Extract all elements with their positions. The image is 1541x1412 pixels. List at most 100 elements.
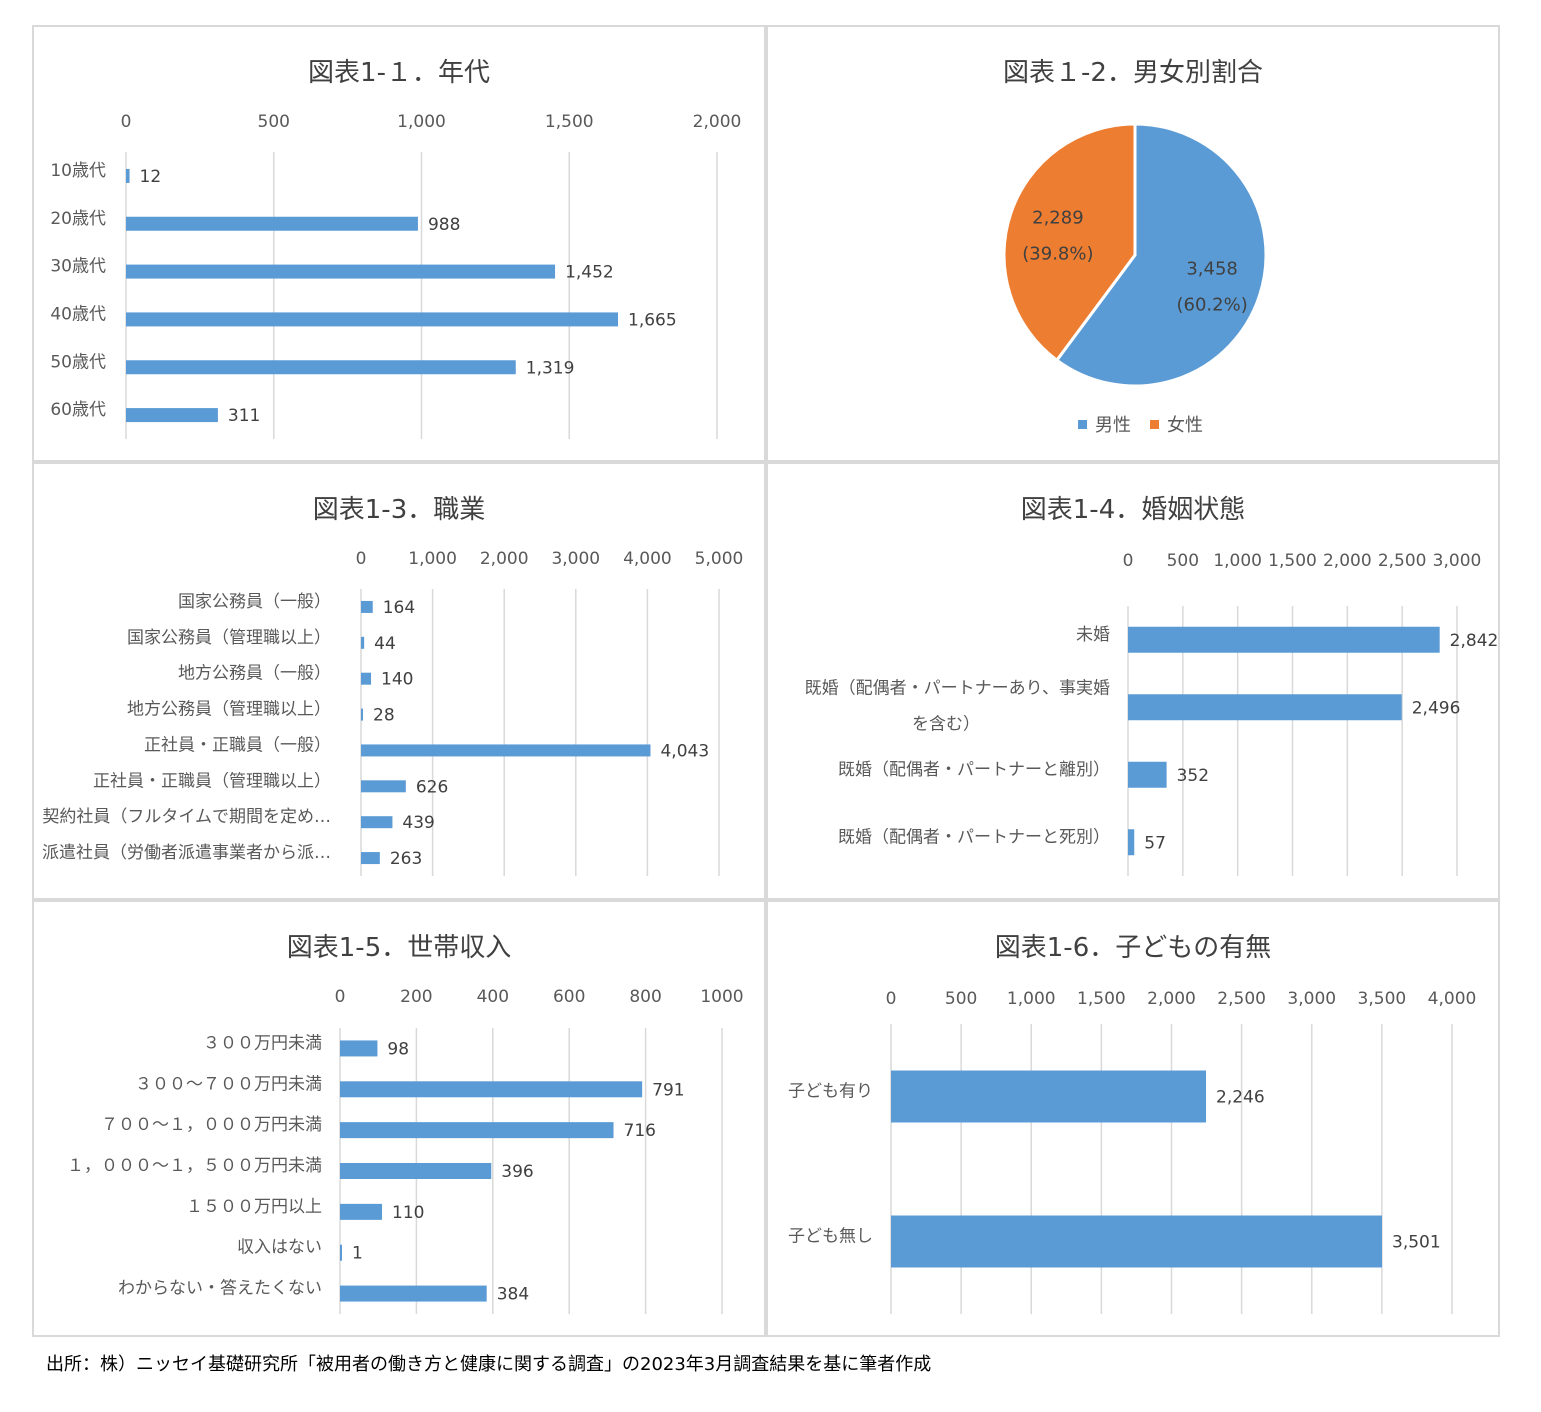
data-label: 98 [387, 1039, 409, 1059]
chart-title: 図表1-6．子どもの有無 [994, 933, 1272, 963]
category-label: 未婚 [1076, 625, 1110, 645]
children-bar-chart: 0 500 1,000 1,500 2,000 2,500 3,000 3,500 4,000 2… [788, 989, 1477, 1314]
slice-value-label: 2,289 [1032, 207, 1084, 228]
category-label: 地方公務員（管理職以上） [127, 700, 331, 720]
data-label: 626 [416, 777, 448, 797]
legend-label: 男性 [1095, 415, 1131, 436]
chart-title: 図表1-5．世帯収入 [286, 933, 512, 963]
bar [361, 672, 372, 685]
category-label: ３００～７００万円未満 [135, 1074, 322, 1094]
bar [340, 1122, 614, 1139]
chart-panel-age: 図表1-１．年代 0 500 1,000 1,500 2,000 12 10歳代 988 20歳… [32, 25, 766, 462]
bar [361, 636, 365, 649]
data-label: 716 [624, 1121, 656, 1141]
data-label: 311 [228, 406, 260, 426]
category-label: ３００万円未満 [203, 1033, 322, 1053]
pie-slice [1054, 122, 1268, 388]
x-tick-label: 500 [1167, 551, 1199, 571]
data-label: 2,496 [1412, 698, 1461, 718]
category-label: ７００～１，０００万円未満 [101, 1115, 322, 1135]
x-tick-label: 500 [258, 112, 290, 132]
slice-value-label: 3,458 [1186, 259, 1238, 280]
data-label: 384 [497, 1285, 529, 1305]
chart-title: 図表1-3．職業 [312, 495, 486, 525]
category-label: 契約社員（フルタイムで期間を定め… [42, 807, 331, 827]
data-label: 1,665 [628, 310, 677, 330]
data-label: 164 [383, 598, 415, 618]
chart-title: 図表1-１．年代 [308, 58, 490, 88]
category-label: 収入はない [237, 1238, 322, 1258]
x-tick-label: 4,000 [623, 549, 672, 569]
category-label: 正社員・正職員（管理職以上） [93, 771, 331, 791]
chart-panel-income: 図表1-5．世帯収入 0 200 400 600 800 1000 98 ３００万円未満 791… [32, 900, 766, 1337]
gender-pie-chart: 3,458 (60.2%) 2,289 (39.8%) 男性 女性 [1002, 122, 1268, 436]
x-tick-label: 3,500 [1358, 989, 1407, 1009]
bar [126, 168, 130, 183]
category-label: 30歳代 [50, 257, 106, 277]
data-label: 2,842 [1450, 631, 1499, 651]
data-label: 988 [428, 215, 460, 235]
bar [340, 1285, 487, 1302]
x-tick-label: 200 [400, 987, 432, 1007]
category-label: 子ども無し [788, 1227, 873, 1247]
x-tick-label: 1,000 [408, 549, 457, 569]
x-tick-label: 0 [1123, 551, 1134, 571]
category-label: を含む） [912, 714, 980, 734]
bar [361, 852, 380, 865]
bar [340, 1081, 643, 1098]
x-tick-label: 1,000 [397, 112, 446, 132]
x-tick-label: 500 [945, 989, 977, 1009]
data-label: 2,246 [1216, 1088, 1265, 1108]
x-tick-label: 0 [335, 987, 346, 1007]
x-tick-label: 2,000 [693, 112, 742, 132]
x-tick-label: 2,000 [1147, 989, 1196, 1009]
bar [126, 312, 619, 327]
category-label: 子ども有り [788, 1082, 873, 1102]
category-label: 10歳代 [50, 161, 106, 181]
data-label: 110 [392, 1203, 424, 1223]
x-tick-label: 4,000 [1428, 989, 1477, 1009]
x-tick-label: 0 [121, 112, 132, 132]
job-bar-chart: 0 1,000 2,000 3,000 4,000 5,000 164 国家公務員（一般） 44… [42, 549, 743, 876]
source-note: 出所：株）ニッセイ基礎研究所「被用者の働き方と健康に関する調査」の2023年3月… [46, 1354, 932, 1375]
chart-panel-children: 図表1-6．子どもの有無 0 500 1,000 1,500 2,000 2,500 3,0… [766, 900, 1500, 1337]
bar [1128, 761, 1167, 788]
data-label: 791 [652, 1080, 684, 1100]
data-label: 263 [390, 849, 422, 869]
bar [1128, 694, 1402, 721]
bar [126, 360, 516, 375]
category-label: 50歳代 [50, 352, 106, 372]
category-label: 国家公務員（一般） [178, 592, 331, 612]
data-label: 439 [402, 813, 434, 833]
data-label: 3,501 [1392, 1233, 1441, 1253]
data-label: 1 [352, 1244, 363, 1264]
category-label: 既婚（配偶者・パートナーと離別） [838, 760, 1110, 780]
category-label: 既婚（配偶者・パートナーと死別） [838, 827, 1110, 847]
bar [340, 1244, 342, 1261]
x-tick-label: 3,000 [1287, 989, 1336, 1009]
x-tick-label: 0 [356, 549, 367, 569]
bar [361, 780, 406, 793]
bar [126, 216, 418, 231]
x-tick-label: 1,500 [1268, 551, 1317, 571]
income-bar-chart: 0 200 400 600 800 1000 98 ３００万円未満 791 ３００～７００万円未満… [67, 987, 744, 1314]
pie-slice [1002, 122, 1137, 363]
bar [361, 816, 393, 829]
x-tick-label: 1,500 [545, 112, 594, 132]
category-label: 20歳代 [50, 209, 106, 229]
category-label: １５００万円以上 [186, 1197, 322, 1217]
data-label: 140 [381, 670, 413, 690]
bar [1128, 829, 1135, 856]
x-tick-label: 2,500 [1217, 989, 1266, 1009]
data-label: 12 [140, 167, 162, 187]
category-label: 国家公務員（管理職以上） [127, 628, 331, 648]
x-tick-label: 400 [477, 987, 509, 1007]
legend-swatch [1078, 420, 1087, 429]
x-tick-label: 800 [629, 987, 661, 1007]
data-label: 1,452 [565, 263, 614, 283]
chart-title: 図表１-2．男女別割合 [1003, 58, 1263, 88]
data-label: 1,319 [526, 358, 575, 378]
x-tick-label: 1,000 [1213, 551, 1262, 571]
bar [126, 264, 556, 279]
data-label: 28 [373, 706, 395, 726]
